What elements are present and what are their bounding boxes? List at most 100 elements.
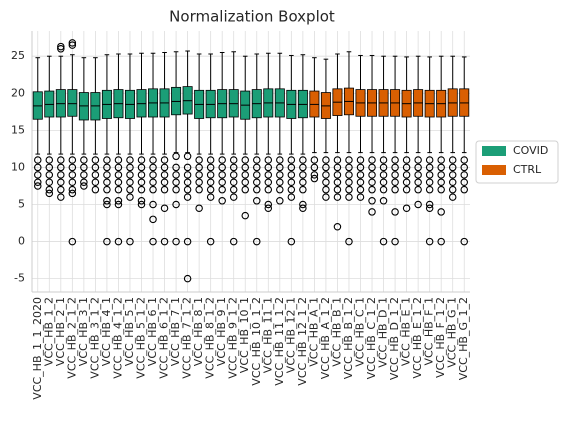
- outlier: [264, 204, 273, 212]
- x-tick-label: VCC_HB_D_1: [377, 297, 390, 368]
- outlier: [402, 185, 411, 194]
- outlier: [126, 178, 134, 187]
- x-tick-label: VCC_HB_5_1_2: [135, 297, 148, 379]
- outlier: [253, 237, 261, 246]
- outlier: [229, 156, 238, 164]
- outlier: [310, 171, 319, 179]
- outlier: [402, 204, 411, 212]
- outlier: [103, 237, 111, 246]
- outlier: [322, 171, 330, 179]
- outlier: [425, 178, 434, 187]
- outlier: [437, 237, 445, 246]
- outlier: [333, 163, 342, 172]
- outlier: [391, 163, 399, 172]
- x-tick-label: VCC_HB_1_2: [42, 297, 55, 366]
- outlier: [299, 204, 307, 212]
- outlier: [379, 171, 388, 179]
- outlier: [114, 171, 123, 179]
- outlier: [414, 171, 422, 179]
- outlier: [183, 274, 192, 283]
- outlier: [460, 156, 468, 164]
- outlier: [206, 237, 215, 246]
- outlier: [206, 185, 215, 194]
- outlier: [172, 171, 180, 179]
- outlier: [68, 237, 77, 246]
- outlier: [195, 156, 203, 164]
- x-tick-label: VCC_HB_A_1: [307, 297, 320, 367]
- outlier: [195, 185, 203, 194]
- outlier: [137, 178, 146, 187]
- outlier: [218, 197, 226, 205]
- outlier: [68, 185, 77, 194]
- outlier: [57, 193, 65, 201]
- outlier: [218, 163, 226, 172]
- outlier: [414, 200, 422, 209]
- outlier: [229, 193, 238, 201]
- outlier: [103, 185, 111, 194]
- outlier: [425, 237, 434, 246]
- outlier: [460, 163, 468, 172]
- outlier: [333, 156, 342, 164]
- outlier: [149, 200, 157, 209]
- outlier: [183, 163, 192, 172]
- outlier: [253, 171, 261, 179]
- outlier: [34, 156, 42, 164]
- outlier: [241, 211, 249, 220]
- outlier: [391, 156, 399, 164]
- outlier: [206, 156, 215, 164]
- outlier: [137, 163, 146, 172]
- outlier: [45, 185, 54, 194]
- outlier: [126, 193, 134, 201]
- outlier: [379, 156, 388, 164]
- x-tick-label: VCC_HB_12_1_2: [296, 297, 309, 386]
- outlier: [391, 178, 399, 187]
- outlier: [114, 178, 123, 187]
- outlier: [114, 185, 123, 194]
- outlier: [91, 156, 100, 164]
- outlier: [91, 171, 100, 179]
- outlier: [241, 178, 249, 187]
- outlier: [103, 178, 111, 187]
- outlier: [425, 156, 434, 164]
- outlier: [68, 189, 77, 198]
- y-tick-label: 15: [11, 123, 25, 136]
- outlier: [345, 193, 353, 201]
- outlier: [276, 178, 284, 187]
- x-tick-label: VCC_HB_3_1_2: [88, 297, 101, 379]
- outlier: [368, 156, 376, 164]
- x-tick-label: VCC_HB_G_1_2: [457, 297, 470, 380]
- outlier: [149, 185, 157, 194]
- outlier: [299, 200, 307, 209]
- outlier: [57, 178, 65, 187]
- outlier: [57, 163, 65, 172]
- outlier: [356, 185, 365, 194]
- outlier: [114, 163, 123, 172]
- outlier: [345, 178, 353, 187]
- x-tick-label: VCC_HB_B_1_2: [342, 297, 355, 379]
- outlier: [264, 156, 273, 164]
- outlier: [425, 163, 434, 172]
- outlier: [368, 171, 376, 179]
- outlier: [287, 156, 296, 164]
- outlier: [299, 171, 307, 179]
- outlier: [460, 185, 468, 194]
- y-tick-label: 0: [18, 235, 25, 248]
- outlier: [68, 41, 77, 49]
- box: [67, 89, 78, 117]
- outlier: [391, 237, 399, 246]
- x-tick-label: VCC_HB_B_1: [330, 297, 343, 367]
- outlier: [229, 178, 238, 187]
- outlier: [91, 163, 100, 172]
- outlier: [126, 171, 134, 179]
- outlier: [322, 163, 330, 172]
- outlier: [322, 193, 330, 201]
- outlier: [345, 163, 353, 172]
- outlier: [206, 171, 215, 179]
- outlier: [229, 163, 238, 172]
- outlier: [448, 163, 457, 172]
- x-tick-label: VCC_HB_8_1_2: [204, 297, 217, 379]
- outlier: [149, 156, 157, 164]
- outlier: [425, 200, 434, 209]
- x-tick-label: VCC_HB_F_1_2: [434, 297, 447, 378]
- outlier: [195, 171, 203, 179]
